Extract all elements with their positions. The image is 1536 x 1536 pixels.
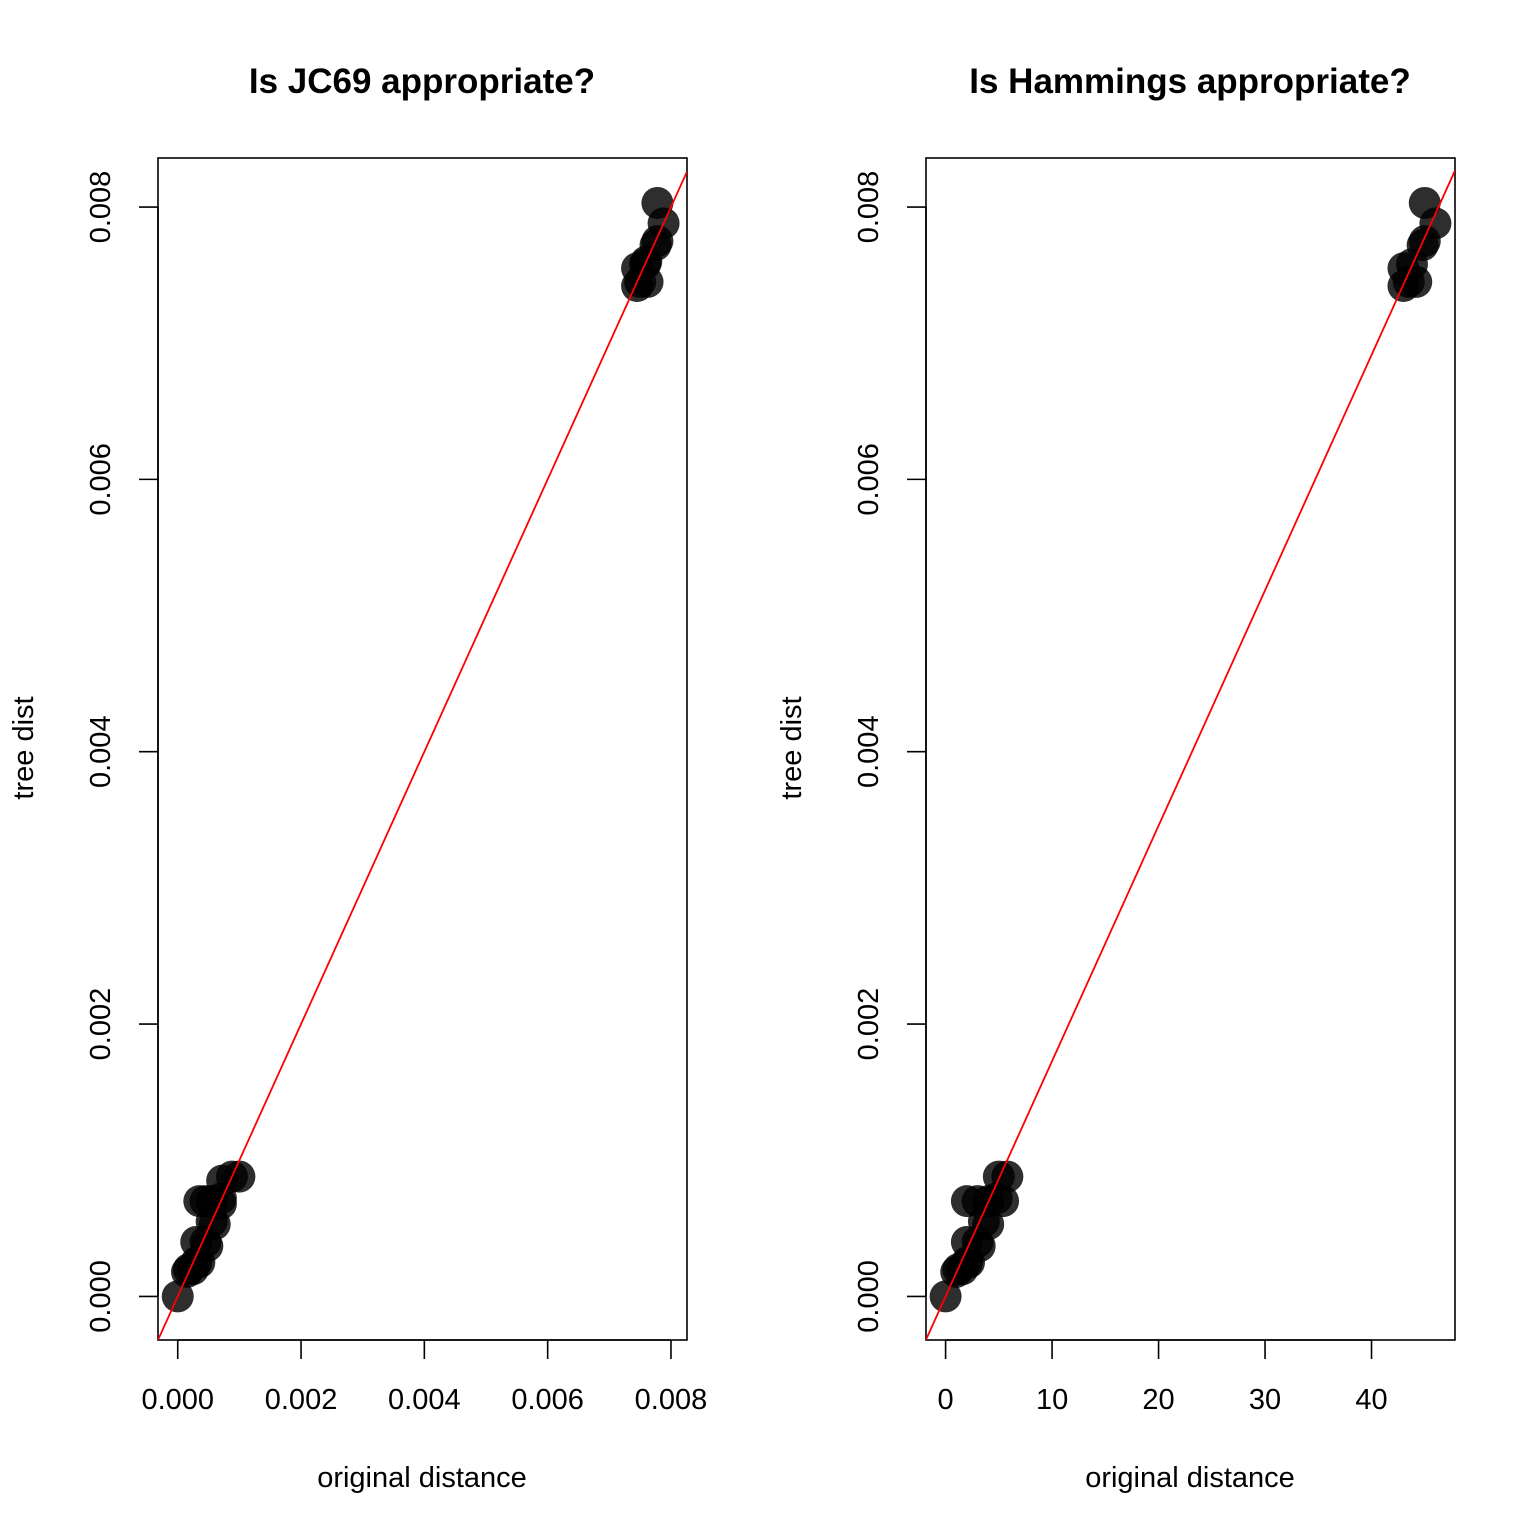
x-tick-label: 40 [1355,1384,1387,1416]
x-tick-label: 0.000 [141,1384,214,1416]
x-axis-label: original distance [317,1462,527,1494]
chart-title: Is JC69 appropriate? [249,62,595,101]
y-tick-label: 0.004 [85,715,117,788]
y-tick-label: 0.000 [853,1260,885,1333]
panel-jc69: Is JC69 appropriate? original distance t… [8,62,707,1494]
y-tick-label: 0.004 [853,715,885,788]
data-point [204,1187,237,1220]
x-axis-label: original distance [1085,1462,1295,1494]
panel-hammings: Is Hammings appropriate? original distan… [776,62,1456,1494]
data-point [1408,186,1441,219]
y-tick-label: 0.008 [85,171,117,244]
x-tick-label: 0.008 [635,1384,708,1416]
reference-line [926,170,1455,1340]
y-tick-label: 0.008 [853,171,885,244]
data-point [991,1160,1024,1193]
x-tick-label: 10 [1036,1384,1068,1416]
data-point [641,186,674,219]
y-tick-label: 0.006 [853,443,885,516]
x-tick-label: 0.006 [511,1384,584,1416]
x-tick-label: 0.004 [388,1384,461,1416]
data-point [987,1185,1020,1218]
x-tick-label: 20 [1142,1384,1174,1416]
y-axis-label: tree dist [776,696,808,799]
y-tick-label: 0.002 [853,988,885,1061]
y-tick-label: 0.000 [85,1260,117,1333]
x-tick-label: 0.002 [265,1384,338,1416]
plot-marks: 0.000 0.002 0.004 0.006 0.008 0.000 0.002 0.004… [85,171,707,1416]
y-tick-label: 0.006 [85,443,117,516]
plot-marks: 0 10 20 30 40 0.000 0.002 0.004 0.006 0.008 [853,170,1455,1416]
reference-line [158,171,687,1340]
data-point [206,1164,239,1197]
x-tick-label: 30 [1249,1384,1281,1416]
x-tick-label: 0 [938,1384,954,1416]
y-tick-label: 0.002 [85,988,117,1061]
chart-title: Is Hammings appropriate? [969,62,1410,101]
y-axis-label: tree dist [8,696,40,799]
